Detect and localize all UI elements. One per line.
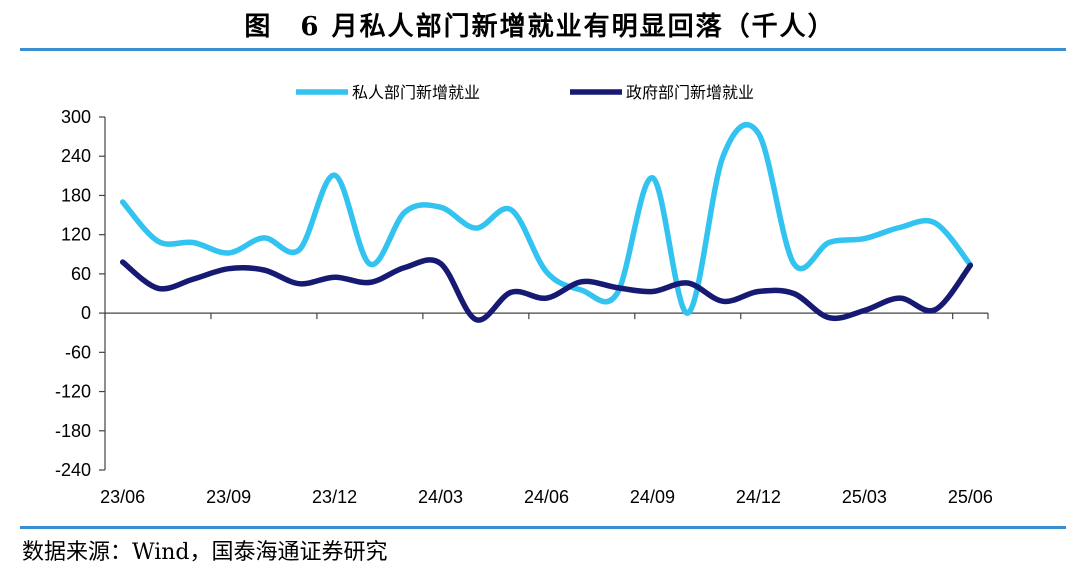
legend-label-2: 政府部门新增就业 (626, 83, 754, 102)
series-lines (119, 121, 974, 323)
x-tick-label: 23/06 (100, 487, 145, 507)
y-axis: 300 240 180 120 60 0 -60 -120 -180 -240 (55, 107, 106, 480)
y-tick-label: 60 (71, 264, 91, 284)
x-tick-label: 23/09 (206, 487, 251, 507)
series-line-2 (119, 257, 974, 323)
chart-title: 图 6 月私人部门新增就业有明显回落（千人） (244, 12, 836, 42)
x-tick-label: 23/12 (312, 487, 357, 507)
y-tick-label: -120 (55, 382, 91, 402)
legend-label-1: 私人部门新增就业 (352, 83, 480, 102)
x-axis: 23/06 23/09 23/12 24/03 24/06 24/09 24/12 25/03… (100, 312, 993, 507)
footer-rule (20, 526, 1066, 529)
y-tick-label: 180 (61, 185, 91, 205)
y-tick-label: -240 (55, 460, 91, 480)
title-rule (20, 48, 1066, 51)
x-tick-label: 24/12 (736, 487, 781, 507)
y-tick-label: -180 (55, 421, 91, 441)
x-tick-label: 25/06 (948, 487, 993, 507)
y-tick-label: -60 (65, 342, 91, 362)
x-tick-label: 24/06 (524, 487, 569, 507)
y-tick-label: 0 (81, 303, 91, 323)
x-tick-label: 24/03 (418, 487, 463, 507)
legend: 私人部门新增就业 政府部门新增就业 (296, 83, 754, 102)
source-note: 数据来源：Wind，国泰海通证券研究 (22, 540, 388, 565)
x-tick-label: 24/09 (630, 487, 675, 507)
y-tick-label: 300 (61, 107, 91, 127)
x-tick-label: 25/03 (842, 487, 887, 507)
y-tick-label: 240 (61, 146, 91, 166)
series-line-1 (119, 121, 974, 316)
y-tick-label: 120 (61, 225, 91, 245)
